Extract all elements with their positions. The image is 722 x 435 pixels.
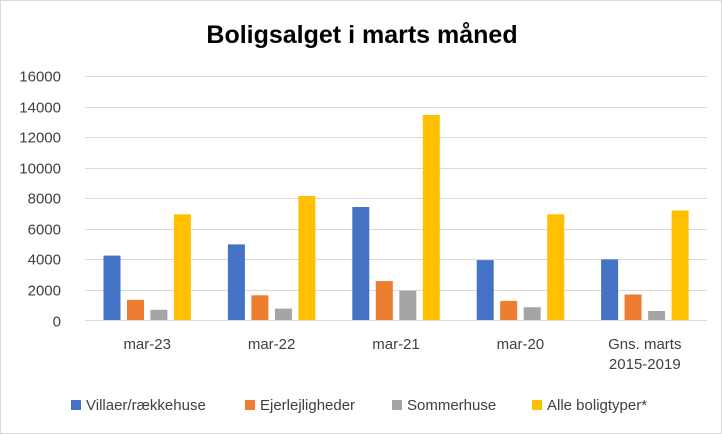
x-tick-label: mar-21	[372, 336, 420, 353]
legend-swatch	[71, 400, 81, 410]
bar	[601, 259, 619, 321]
bar	[227, 244, 245, 321]
y-axis-ticks: 0 2000 4000 6000 8000 10000 12000 14000 16000	[19, 69, 61, 331]
y-tick-label: 14000	[19, 100, 61, 117]
bar	[298, 196, 316, 321]
x-tick-label: mar-23	[123, 336, 171, 353]
bar	[127, 299, 144, 321]
x-tick-label: 2015-2019	[609, 356, 681, 373]
y-tick-label: 12000	[19, 130, 61, 147]
bars	[103, 115, 689, 321]
bar	[352, 207, 370, 321]
bar	[547, 214, 565, 321]
x-axis-ticks: mar-23 mar-22 mar-21 mar-20 Gns. marts 2015-2…	[123, 336, 681, 373]
x-tick-label: Gns. marts	[608, 336, 681, 353]
y-tick-label: 8000	[28, 191, 61, 208]
legend-label: Alle boligtyper*	[547, 397, 647, 414]
legend-swatch	[392, 400, 402, 410]
bar	[476, 260, 494, 321]
legend-label: Sommerhuse	[407, 397, 496, 414]
legend-label: Villaer/rækkehuse	[86, 397, 206, 414]
bar	[399, 290, 417, 321]
y-tick-label: 4000	[28, 252, 61, 269]
bar	[375, 281, 393, 321]
bar	[624, 294, 642, 321]
bar	[422, 115, 440, 321]
x-tick-label: mar-20	[497, 336, 545, 353]
bar	[103, 255, 121, 321]
bar	[251, 295, 269, 321]
x-tick-label: mar-22	[248, 336, 296, 353]
bar	[274, 308, 292, 321]
legend-swatch	[245, 400, 255, 410]
y-tick-label: 2000	[28, 283, 61, 300]
legend: Villaer/rækkehuse Ejerlejligheder Sommerhu…	[71, 397, 647, 414]
legend-swatch	[532, 400, 542, 410]
bar	[671, 210, 689, 321]
bar	[648, 311, 666, 321]
y-tick-label: 10000	[19, 161, 61, 178]
chart-title: Boligsalget i marts måned	[206, 21, 517, 49]
bar	[150, 309, 168, 321]
y-tick-label: 6000	[28, 222, 61, 239]
legend-label: Ejerlejligheder	[260, 397, 355, 414]
y-tick-label: 16000	[19, 69, 61, 86]
bar	[523, 307, 541, 321]
y-tick-label: 0	[53, 314, 61, 331]
bar	[173, 214, 191, 321]
bar	[500, 300, 518, 321]
